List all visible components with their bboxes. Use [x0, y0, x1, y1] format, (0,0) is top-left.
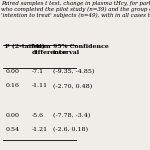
Text: 0.00: 0.00: [5, 69, 19, 74]
Text: -7.1: -7.1: [32, 69, 44, 74]
Text: (-9.35, -4.85): (-9.35, -4.85): [53, 69, 94, 75]
Text: Paired samples t test, change in plasma tHcy, for participants
who completed the: Paired samples t test, change in plasma …: [1, 1, 150, 18]
Text: (-2.6, 0.18): (-2.6, 0.18): [53, 127, 88, 132]
Text: -1.11: -1.11: [32, 84, 48, 88]
Text: P (2-tailed): P (2-tailed): [5, 44, 45, 49]
Text: 0.54: 0.54: [5, 127, 19, 132]
Text: -1.21: -1.21: [32, 127, 48, 132]
Text: 0.00: 0.00: [5, 113, 19, 118]
Text: 95% Confidence
interval: 95% Confidence interval: [53, 44, 109, 55]
Text: -5.6: -5.6: [32, 113, 44, 118]
Text: Mean
difference: Mean difference: [32, 44, 67, 55]
Text: (-7.78, -3.4): (-7.78, -3.4): [53, 113, 90, 118]
Text: 0.16: 0.16: [5, 84, 19, 88]
Text: (-2.70, 0.48): (-2.70, 0.48): [53, 84, 92, 89]
